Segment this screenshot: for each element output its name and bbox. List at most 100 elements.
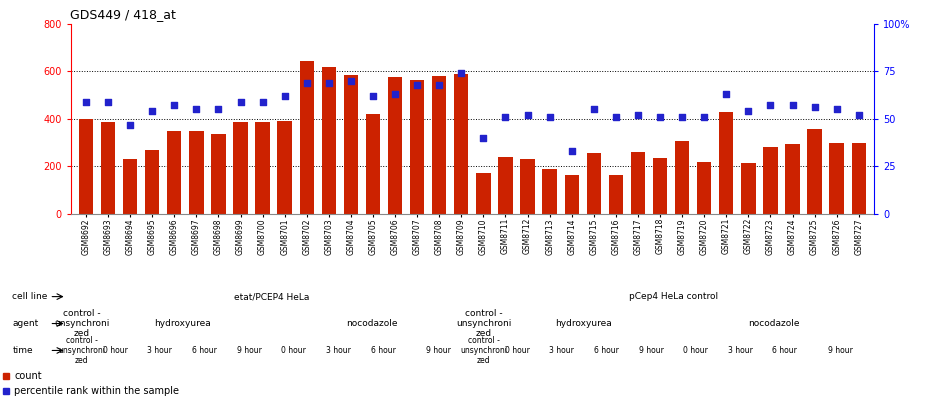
Text: 9 hour: 9 hour xyxy=(638,346,664,355)
Text: 3 hour: 3 hour xyxy=(549,346,574,355)
Bar xyxy=(123,159,137,214)
Point xyxy=(233,99,248,105)
Bar xyxy=(366,114,380,214)
Text: control -
unsynchroni
zed: control - unsynchroni zed xyxy=(54,308,109,339)
Text: 0 hour: 0 hour xyxy=(102,346,128,355)
Text: percentile rank within the sample: percentile rank within the sample xyxy=(14,386,180,396)
Bar xyxy=(189,131,204,214)
Bar xyxy=(321,67,336,214)
Text: 6 hour: 6 hour xyxy=(594,346,619,355)
Point xyxy=(852,112,867,118)
Text: 9 hour: 9 hour xyxy=(237,346,261,355)
Point xyxy=(829,106,844,112)
Bar xyxy=(807,129,822,214)
Point xyxy=(431,82,446,88)
Point xyxy=(166,102,181,109)
Text: agent: agent xyxy=(12,319,39,328)
Point xyxy=(675,114,690,120)
Point xyxy=(785,102,800,109)
Text: count: count xyxy=(14,371,41,381)
Bar xyxy=(741,163,756,214)
Bar xyxy=(565,175,579,214)
Point xyxy=(299,80,314,86)
Text: control -
unsynchroni
zed: control - unsynchroni zed xyxy=(58,335,105,366)
Text: 0 hour: 0 hour xyxy=(281,346,306,355)
Bar xyxy=(542,169,556,214)
Bar xyxy=(432,76,446,214)
Bar xyxy=(498,157,512,214)
Point xyxy=(520,112,535,118)
Point xyxy=(366,93,381,99)
Bar xyxy=(388,77,402,214)
Point xyxy=(101,99,116,105)
Bar xyxy=(344,75,358,214)
Bar xyxy=(587,153,601,214)
Bar xyxy=(212,134,226,214)
Point xyxy=(807,104,822,110)
Bar xyxy=(277,121,291,214)
Text: 6 hour: 6 hour xyxy=(192,346,217,355)
Text: hydroxyurea: hydroxyurea xyxy=(154,319,211,328)
Text: 0 hour: 0 hour xyxy=(505,346,529,355)
Text: GDS449 / 418_at: GDS449 / 418_at xyxy=(70,8,177,21)
Bar xyxy=(410,80,424,214)
Point xyxy=(211,106,226,112)
Text: nocodazole: nocodazole xyxy=(748,319,800,328)
Text: control -
unsynchroni
zed: control - unsynchroni zed xyxy=(460,335,507,366)
Text: control -
unsynchroni
zed: control - unsynchroni zed xyxy=(456,308,511,339)
Point xyxy=(277,93,292,99)
Point xyxy=(564,148,579,154)
Bar xyxy=(256,122,270,214)
Bar xyxy=(454,74,468,214)
Text: pCep4 HeLa control: pCep4 HeLa control xyxy=(629,292,718,301)
Bar xyxy=(300,61,314,214)
Text: 3 hour: 3 hour xyxy=(326,346,351,355)
Point xyxy=(587,106,602,112)
Bar xyxy=(653,158,667,214)
Text: 0 hour: 0 hour xyxy=(683,346,708,355)
Bar xyxy=(852,143,866,214)
Bar xyxy=(101,122,116,214)
Text: nocodazole: nocodazole xyxy=(346,319,398,328)
Text: 3 hour: 3 hour xyxy=(148,346,172,355)
Text: etat/PCEP4 HeLa: etat/PCEP4 HeLa xyxy=(234,292,309,301)
Bar xyxy=(79,119,93,214)
Text: hydroxyurea: hydroxyurea xyxy=(556,319,612,328)
Point xyxy=(189,106,204,112)
Point xyxy=(78,99,93,105)
Point xyxy=(631,112,646,118)
Text: 3 hour: 3 hour xyxy=(728,346,753,355)
Text: 6 hour: 6 hour xyxy=(370,346,396,355)
Point xyxy=(652,114,667,120)
Text: 9 hour: 9 hour xyxy=(828,346,854,355)
Bar xyxy=(785,144,800,214)
Point xyxy=(498,114,513,120)
Point xyxy=(321,80,337,86)
Point xyxy=(476,135,491,141)
Point xyxy=(454,70,469,76)
Point xyxy=(145,108,160,114)
Text: 6 hour: 6 hour xyxy=(773,346,797,355)
Bar xyxy=(631,152,645,214)
Bar xyxy=(719,112,733,214)
Bar xyxy=(521,159,535,214)
Point xyxy=(410,82,425,88)
Point xyxy=(763,102,778,109)
Bar xyxy=(763,147,777,214)
Point xyxy=(343,78,358,84)
Point xyxy=(122,121,137,128)
Point xyxy=(387,91,402,97)
Point xyxy=(741,108,756,114)
Bar xyxy=(697,162,712,214)
Bar xyxy=(609,175,623,214)
Point xyxy=(255,99,270,105)
Bar xyxy=(829,143,844,214)
Bar xyxy=(145,150,160,214)
Text: cell line: cell line xyxy=(12,292,48,301)
Text: time: time xyxy=(12,346,33,355)
Text: 9 hour: 9 hour xyxy=(427,346,451,355)
Point xyxy=(719,91,734,97)
Point xyxy=(697,114,712,120)
Bar xyxy=(477,173,491,214)
Point xyxy=(542,114,557,120)
